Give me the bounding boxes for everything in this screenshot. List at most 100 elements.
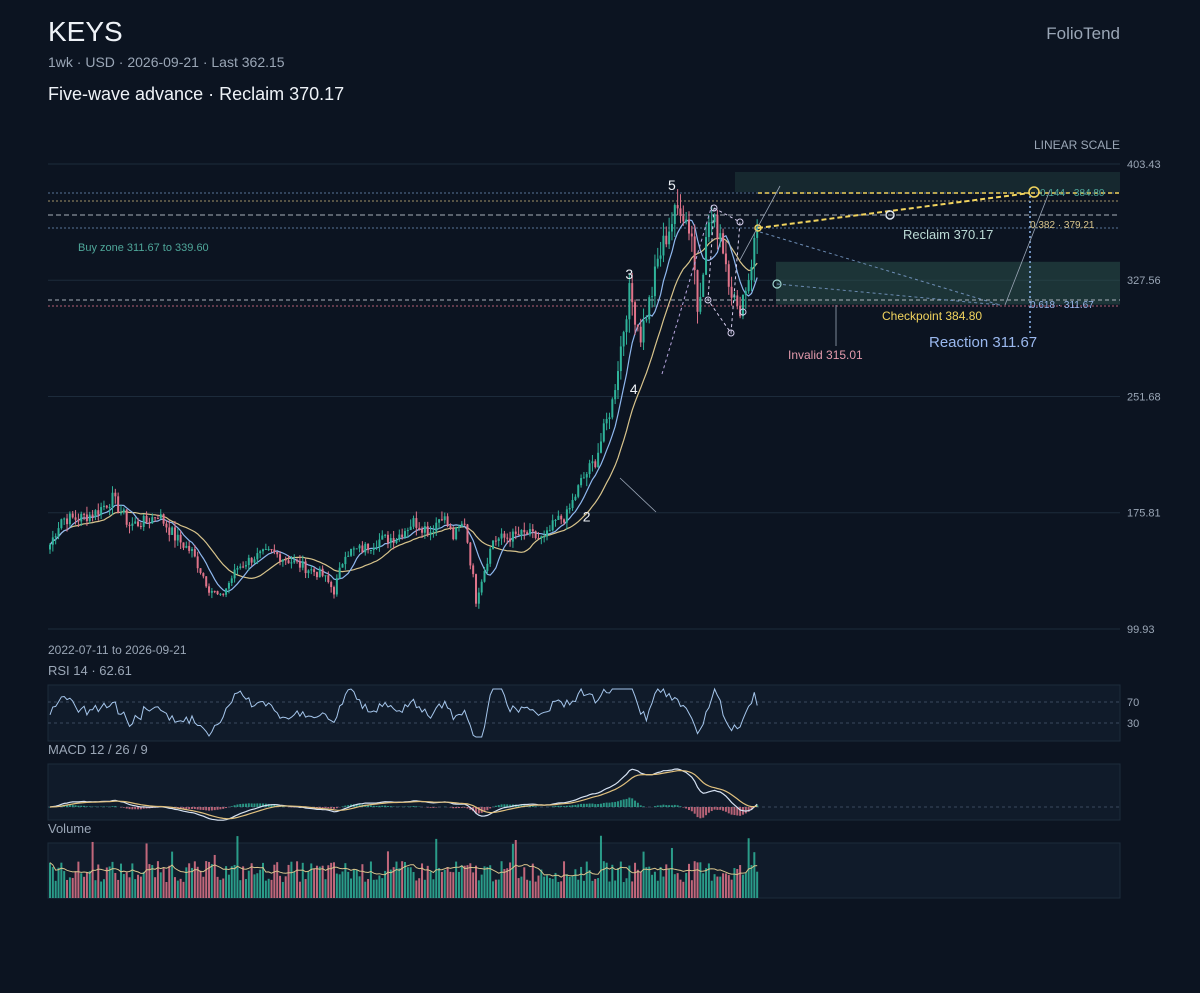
volume-bar [415, 880, 418, 898]
candle-body [63, 518, 66, 520]
macd-histogram-bar [673, 804, 676, 807]
candle [574, 494, 577, 502]
macd-histogram-bar [389, 806, 392, 807]
macd-signal-line [49, 769, 758, 820]
volume-bar [230, 866, 233, 898]
candle-body [517, 533, 520, 536]
macd-histogram-bar [588, 803, 591, 807]
macd-histogram-bar [724, 807, 727, 812]
candle-body [673, 205, 676, 225]
candle-body [173, 527, 176, 541]
candle [108, 503, 111, 516]
volume-bar [193, 861, 196, 898]
candle-body [250, 557, 253, 563]
volume-bar [517, 878, 520, 898]
volume-bar [74, 871, 77, 898]
candle [563, 518, 566, 525]
candle [679, 194, 682, 224]
volume-bar [256, 873, 259, 898]
volume-bar [259, 869, 262, 898]
macd-histogram-bar [597, 804, 600, 807]
candle [662, 222, 665, 263]
candle-body [696, 270, 699, 312]
candle-body [531, 529, 534, 532]
candle-body [381, 535, 384, 540]
candle [267, 546, 270, 551]
candle [151, 513, 154, 524]
volume-bar [432, 879, 435, 898]
candle [188, 541, 191, 554]
candle [506, 533, 509, 544]
volume-bar [625, 878, 628, 898]
volume-bar [227, 874, 230, 898]
candle-body [682, 216, 685, 222]
volume-bar [656, 880, 659, 898]
volume-bar [242, 866, 245, 898]
candle [168, 520, 171, 542]
scale-mode-label[interactable]: LINEAR SCALE [1033, 138, 1120, 152]
volume-bar [503, 869, 506, 898]
volume-bar [313, 868, 316, 898]
candle [193, 544, 196, 558]
volume-bar [57, 867, 60, 898]
candle [216, 590, 219, 595]
macd-histogram-bar [591, 803, 594, 807]
candle-body [511, 531, 514, 542]
macd-histogram-bar [631, 798, 634, 807]
macd-histogram-bar [372, 805, 375, 807]
candle-body [185, 545, 188, 548]
candle-body [446, 516, 449, 527]
candle [63, 517, 66, 525]
macd-histogram-bar [358, 804, 361, 807]
macd-histogram-bar [386, 806, 389, 807]
candle [421, 526, 424, 539]
candle-body [611, 399, 614, 418]
candle-body [151, 517, 154, 524]
volume-bar [216, 876, 219, 898]
candle-body [730, 286, 733, 298]
macd-histogram-bar [628, 797, 631, 807]
candle-body [662, 235, 665, 256]
volume-bar [659, 866, 662, 898]
candle [131, 517, 134, 531]
macd-histogram-bar [384, 805, 387, 807]
candle [511, 528, 514, 548]
chart-subtitle: 1wk · USD · 2026-09-21 · Last 362.15 [48, 54, 285, 70]
candle [449, 523, 452, 530]
volume-bar [409, 867, 412, 898]
candle-body [242, 566, 245, 568]
candle-body [208, 586, 211, 593]
candle [631, 272, 634, 316]
candle [602, 418, 605, 443]
candle-body [472, 565, 475, 575]
volume-bar [148, 864, 151, 898]
candle [713, 213, 716, 228]
candle [91, 510, 94, 522]
volume-bar [423, 879, 426, 898]
macd-histogram-bar [659, 805, 662, 807]
fib-label: 0.618 · 311.67 [1030, 300, 1094, 311]
candle [696, 269, 699, 324]
volume-bar [347, 871, 350, 898]
candle-body [256, 553, 259, 560]
candle [233, 563, 236, 583]
candle [648, 295, 651, 324]
candle-body [452, 528, 455, 540]
candle-body [347, 555, 350, 557]
volume-bar [276, 862, 279, 898]
candle [49, 543, 51, 554]
candle-body [367, 543, 370, 551]
volume-bar [128, 877, 131, 898]
candle [460, 521, 463, 528]
candle [625, 315, 628, 345]
volume-bar [247, 870, 250, 898]
macd-histogram-bar [239, 803, 242, 807]
macd-histogram-bar [475, 807, 477, 814]
macd-histogram-bar [259, 803, 262, 807]
candle [443, 512, 446, 524]
candle [375, 540, 378, 551]
candle [51, 530, 54, 552]
candle-body [375, 547, 378, 549]
candle-body [477, 592, 480, 604]
